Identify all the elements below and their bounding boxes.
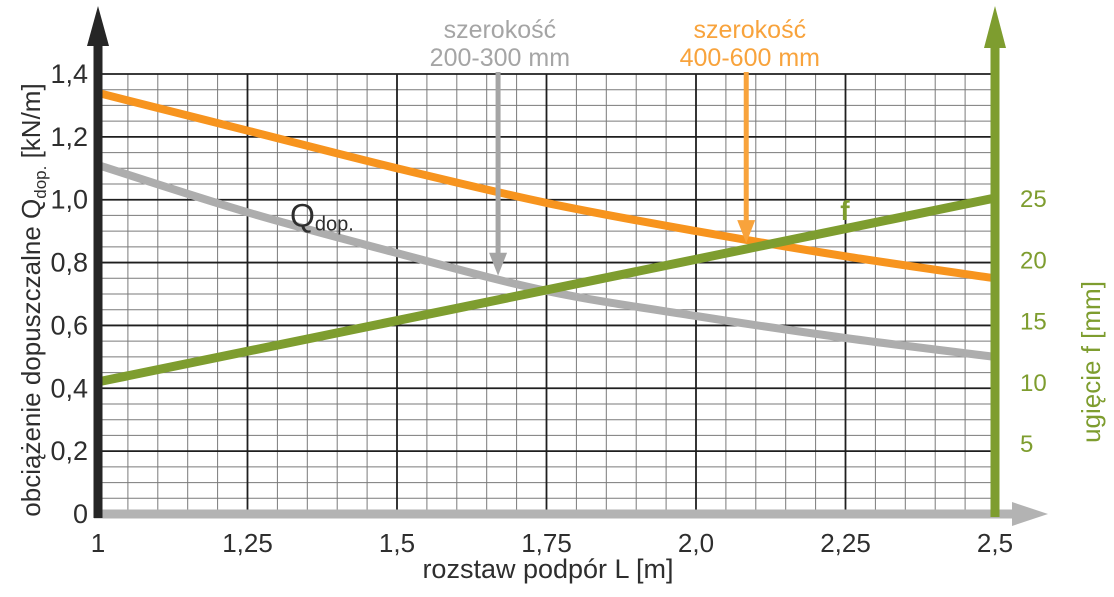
y-tick-right-20: 20 [1020, 247, 1047, 274]
callout-200-300-arrowhead [489, 252, 508, 276]
x-axis-title: rozstaw podpór L [m] [422, 554, 673, 584]
y-axis-left [87, 6, 109, 518]
x-tick-1,25: 1,25 [222, 528, 273, 558]
axis-titles: rozstaw podpór L [m] obciążenie dopuszcza… [16, 83, 1106, 584]
y-tick-left-1,2: 1,2 [50, 122, 88, 152]
y-tick-left-1,0: 1,0 [50, 185, 88, 215]
y-tick-left-0,8: 0,8 [50, 248, 88, 278]
tick-labels: 0 0,2 0,4 0,6 0,8 1,0 1,2 1,4 1 1,25 1,5 1,75 2,0 2,2… [50, 59, 1046, 558]
y-tick-left-0,4: 0,4 [50, 373, 88, 403]
callout-200-300-text-line1: szerokość [444, 16, 557, 44]
series-line-q-width-400-600 [97, 89, 996, 283]
y-axis-left-title-suffix: [kN/m] [16, 83, 46, 165]
y-axis-left-arrowhead [87, 6, 109, 46]
callout-400-600-arrowhead [737, 220, 756, 244]
y-axis-left-title-sub: dop. [31, 166, 50, 199]
qdop-main: Q [290, 197, 315, 233]
y-axis-right-arrowhead [984, 6, 1006, 48]
curve-labels: Qdop. f [290, 195, 850, 235]
callout-400-600-text-line2: 400-600 mm [680, 44, 820, 72]
series [96, 89, 996, 387]
y-axis-right-title: ugięcie f [mm] [1076, 281, 1106, 443]
y-tick-left-1,4: 1,4 [50, 59, 88, 89]
y-tick-left-0,2: 0,2 [50, 436, 88, 466]
x-tick-2,0: 2,0 [678, 528, 714, 558]
y-axis-right [984, 6, 1006, 517]
series-line-f-deflection [97, 193, 996, 387]
f-curve-label: f [840, 195, 850, 226]
qdop-sub: dop. [315, 213, 354, 235]
x-tick-1,5: 1,5 [379, 528, 415, 558]
y-tick-right-15: 15 [1020, 309, 1047, 336]
x-axis [94, 502, 1048, 526]
x-tick-1,75: 1,75 [521, 528, 572, 558]
x-tick-2,25: 2,25 [820, 528, 871, 558]
x-axis-arrowhead [1012, 502, 1048, 526]
qdop-curve-label: Qdop. [290, 197, 354, 235]
callout-200-300-text-line2: 200-300 mm [430, 44, 570, 72]
y-tick-left-0,6: 0,6 [50, 310, 88, 340]
y-axis-left-title-prefix: obciążenie dopuszczalne Q [16, 199, 46, 517]
y-tick-right-5: 5 [1020, 431, 1033, 458]
y-tick-right-10: 10 [1020, 370, 1047, 397]
y-tick-right-25: 25 [1020, 186, 1047, 213]
x-tick-1: 1 [91, 528, 105, 558]
x-tick-2,5: 2,5 [977, 528, 1013, 558]
y-tick-left-0: 0 [73, 499, 88, 529]
callout-400-600-text-line1: szerokość [694, 16, 807, 44]
y-axis-left-title: obciążenie dopuszczalne Qdop. [kN/m] [16, 83, 50, 516]
